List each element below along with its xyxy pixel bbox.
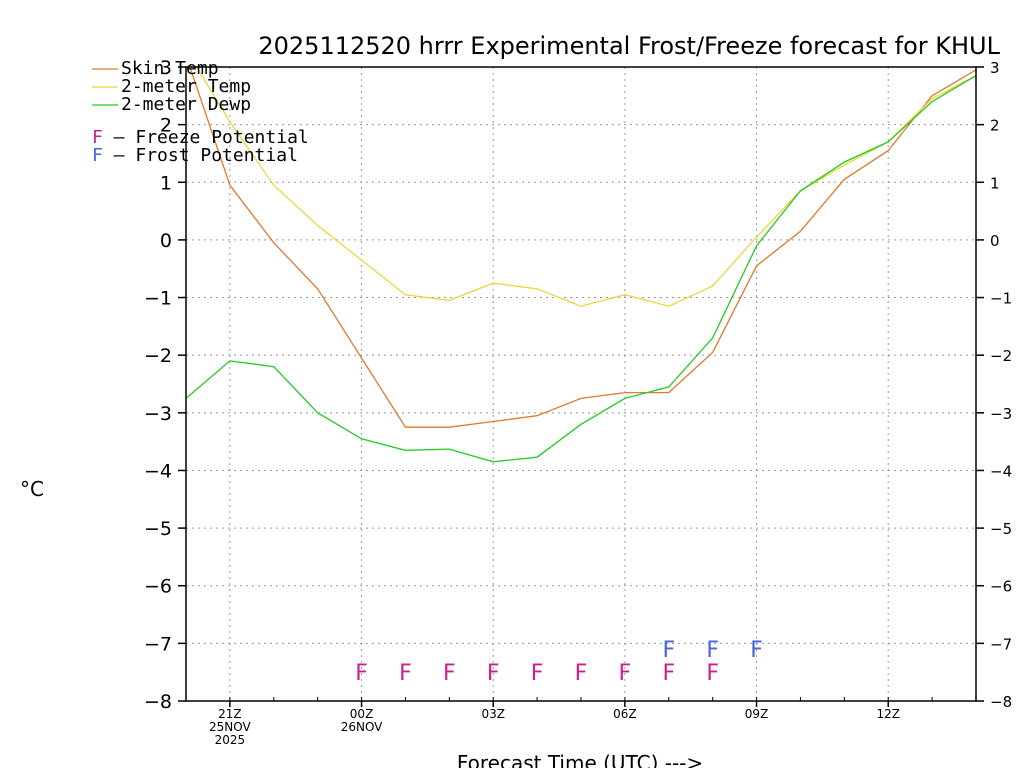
x-tick-label: 25NOV (209, 720, 251, 734)
frost-potential-mark: F (662, 638, 675, 663)
series-lines (186, 67, 976, 463)
y-tick-label-left: 3 (160, 57, 172, 79)
y-tick-label-left: −8 (144, 691, 172, 713)
freeze-potential-mark: F (706, 661, 719, 686)
y-tick-label-left: 1 (160, 172, 172, 194)
y-tick-label-right: −6 (990, 578, 1012, 596)
x-tick-label: 03Z (481, 707, 505, 721)
y-tick-label-left: −2 (144, 345, 172, 367)
potential-legend-label: – Frost Potential (103, 145, 298, 166)
freeze-potential-mark: F (443, 661, 456, 686)
frost-potential-mark: F (750, 638, 763, 663)
grid-lines (186, 67, 976, 701)
y-tick-label-right: −1 (990, 290, 1012, 308)
potential-legend-symbol: F (92, 127, 103, 148)
potential-legend-label: – Freeze Potential (103, 127, 309, 148)
x-tick-label: 06Z (613, 707, 637, 721)
x-tick-label: 12Z (876, 707, 900, 721)
x-tick-label: 21Z (218, 707, 242, 721)
y-tick-label-right: 2 (990, 117, 1000, 135)
x-tick-label: 2025 (215, 733, 246, 747)
y-tick-label-right: −4 (990, 462, 1012, 480)
frost-potential-mark: F (706, 638, 719, 663)
freeze-potential-mark: F (575, 661, 588, 686)
y-tick-label-right: −7 (990, 635, 1012, 653)
freeze-potential-mark: F (355, 661, 368, 686)
y-tick-label-right: 0 (990, 232, 1000, 250)
chart-title: 2025112520 hrrr Experimental Frost/Freez… (258, 32, 1000, 60)
freeze-potential-mark: F (531, 661, 544, 686)
potential-legend-symbol: F (92, 145, 103, 166)
series-line-2-meter-dewp (186, 75, 976, 463)
y-tick-label-left: −5 (144, 518, 172, 540)
series-line-2-meter-temp (195, 67, 976, 307)
freeze-potential-mark: F (662, 661, 675, 686)
y-tick-label-left: −3 (144, 403, 172, 425)
freeze-potential-mark: F (487, 661, 500, 686)
y-tick-label-right: −2 (990, 347, 1012, 365)
plot-frame (185, 66, 977, 702)
y-tick-label-right: 1 (990, 174, 1000, 192)
y-tick-label-right: 3 (990, 59, 1000, 77)
potential-legend-entry: F – Freeze Potential (92, 127, 309, 148)
legend-label: 2-meter Temp (121, 76, 251, 97)
legend-label: Skin Temp (121, 58, 219, 79)
y-tick-label-right: −8 (990, 693, 1012, 711)
y-tick-label-left: −1 (144, 288, 172, 310)
y-tick-label-left: −6 (144, 576, 172, 598)
freeze-potential-mark: F (619, 661, 632, 686)
y-tick-label-left: −4 (144, 460, 172, 482)
axes: −8 −8 −7 −7 −6 −6 −5 −5 −4 −4 −3 −3 −2 −2 −1 −1 0 0 1 1 2 2 3 3… (144, 57, 1012, 747)
y-tick-label-left: 0 (160, 230, 172, 252)
potential-marks: F F F F F F F F FF F F (355, 638, 763, 686)
potential-legend-entry: F – Frost Potential (92, 145, 298, 166)
x-axis-label: Forecast Time (UTC) ---> (457, 751, 703, 768)
freeze-potential-mark: F (399, 661, 412, 686)
y-tick-label-left: 2 (160, 115, 172, 137)
y-axis-label: °C (20, 477, 44, 501)
series-line-skin-temp (189, 67, 976, 428)
x-tick-label: 00Z (350, 707, 374, 721)
x-tick-label: 26NOV (341, 720, 383, 734)
legend-label: 2-meter Dewp (121, 94, 251, 115)
y-tick-label-right: −5 (990, 520, 1012, 538)
x-tick-label: 09Z (745, 707, 769, 721)
y-tick-label-right: −3 (990, 405, 1012, 423)
y-tick-label-left: −7 (144, 633, 172, 655)
